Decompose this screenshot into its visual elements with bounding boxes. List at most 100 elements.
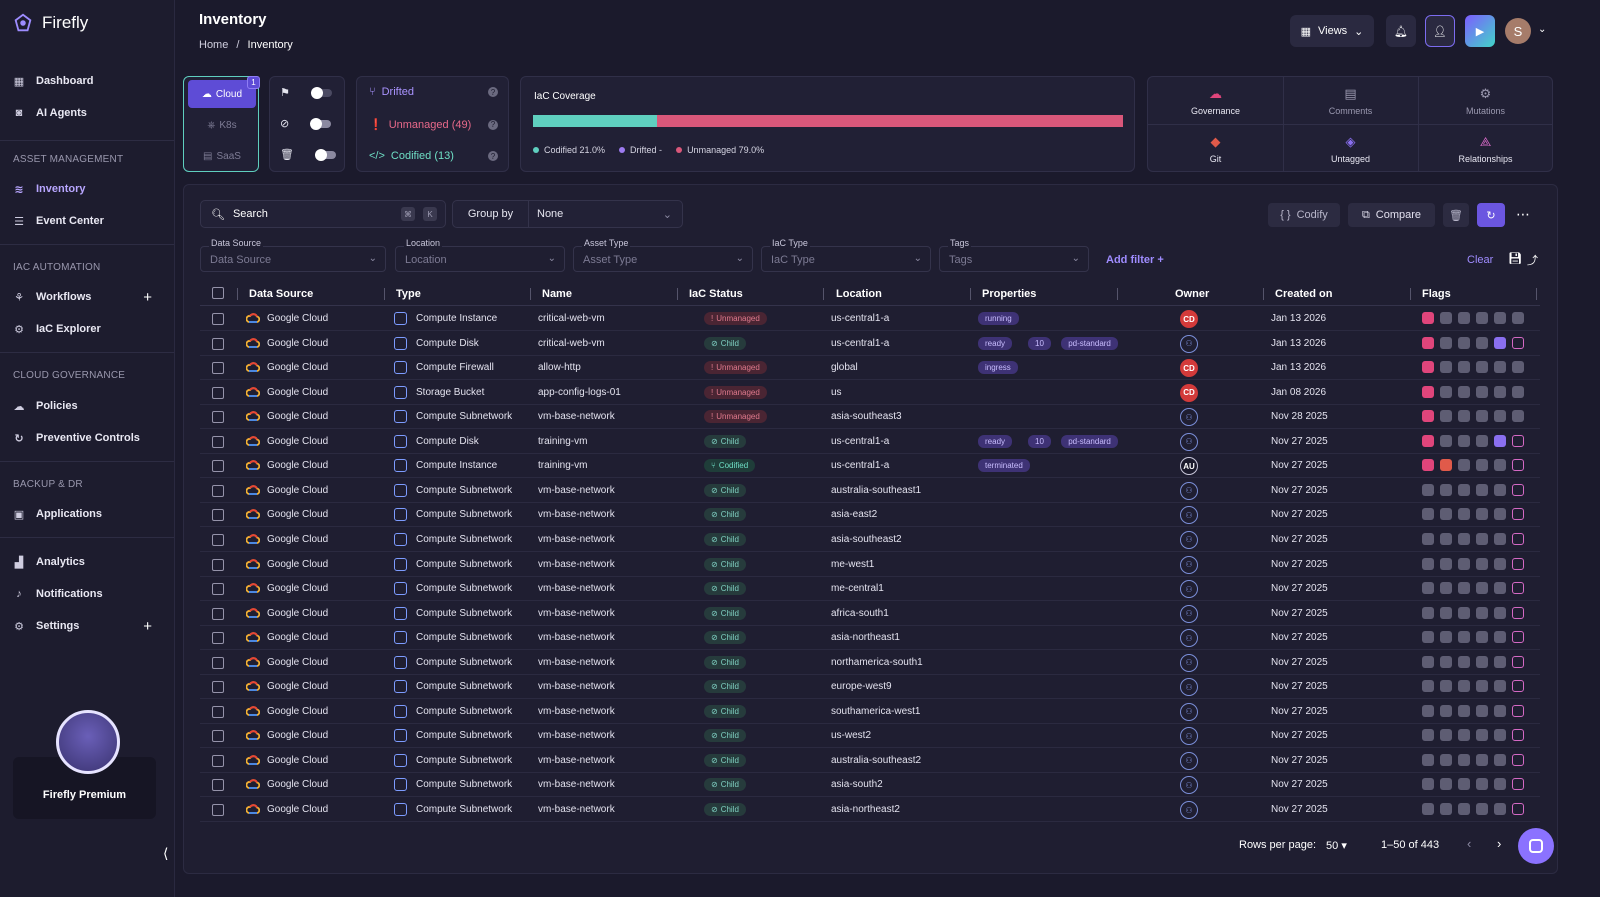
- name-cell[interactable]: allow-http: [538, 362, 581, 374]
- comment-flag-icon[interactable]: [1476, 680, 1488, 693]
- table-row[interactable]: Google Cloud Compute Subnetwork vm-base-ne…: [200, 602, 1540, 626]
- git-flag-icon[interactable]: [1440, 803, 1452, 815]
- comment-flag-icon[interactable]: [1476, 582, 1488, 595]
- ignore-toggle[interactable]: [310, 117, 332, 130]
- row-checkbox[interactable]: [212, 484, 224, 497]
- table-row[interactable]: Google Cloud Compute Instance training-vm ⑂…: [200, 454, 1540, 479]
- relationship-flag-icon[interactable]: [1512, 631, 1524, 644]
- name-cell[interactable]: training-vm: [538, 435, 588, 447]
- column-properties[interactable]: Properties: [982, 288, 1037, 300]
- governance-flag-icon[interactable]: [1422, 532, 1434, 545]
- mutations-action[interactable]: ⚙ Mutations: [1465, 86, 1506, 116]
- relationship-flag-icon[interactable]: [1512, 704, 1524, 717]
- sidebar-item-iac-explorer[interactable]: ⚙ IaC Explorer: [12, 316, 162, 342]
- link-flag-icon[interactable]: [1458, 312, 1470, 324]
- git-flag-icon[interactable]: [1440, 631, 1452, 644]
- share-icon[interactable]: ⤴: [1527, 255, 1538, 267]
- iac-status-badge[interactable]: ⊘ Child: [704, 655, 746, 669]
- git-flag-icon[interactable]: [1440, 336, 1452, 349]
- comment-flag-icon[interactable]: [1476, 753, 1488, 766]
- sidebar-item-policies[interactable]: ☁ Policies: [12, 393, 162, 419]
- column-created-on[interactable]: Created on: [1275, 288, 1333, 300]
- unmanaged-row[interactable]: ❗ Unmanaged (49)?: [369, 118, 498, 131]
- iac-status-badge[interactable]: ⊘ Child: [704, 508, 746, 522]
- cloud-toggle-button[interactable]: ☁ Cloud 1: [188, 76, 260, 108]
- tag-flag-icon[interactable]: [1494, 385, 1506, 398]
- owner-avatar[interactable]: CD: [1180, 383, 1198, 402]
- row-checkbox[interactable]: [212, 509, 224, 522]
- row-checkbox[interactable]: [212, 632, 224, 645]
- git-action[interactable]: ◆ Git: [1209, 134, 1222, 164]
- git-flag-icon[interactable]: [1440, 557, 1452, 570]
- governance-flag-icon[interactable]: [1422, 606, 1434, 619]
- refresh-button[interactable]: ↻: [1477, 203, 1505, 227]
- comment-flag-icon[interactable]: [1476, 606, 1488, 619]
- add-workflow-icon[interactable]: +: [143, 288, 152, 306]
- iac-status-badge[interactable]: ⊘ Child: [704, 532, 746, 546]
- filter-data-source[interactable]: Data Source Data Source ⌄: [200, 238, 386, 272]
- link-flag-icon[interactable]: [1458, 655, 1470, 668]
- git-flag-icon[interactable]: [1440, 729, 1452, 742]
- governance-flag-icon[interactable]: [1422, 459, 1434, 472]
- owner-avatar[interactable]: CD: [1180, 310, 1198, 328]
- help-icon[interactable]: ?: [488, 151, 498, 161]
- rows-per-page-select[interactable]: 50 ▾: [1326, 840, 1347, 852]
- table-row[interactable]: Google Cloud Compute Subnetwork vm-base-ne…: [200, 626, 1540, 651]
- notifications-button[interactable]: 🔔︎: [1386, 15, 1416, 47]
- settings-expand-icon[interactable]: +: [143, 617, 152, 635]
- table-row[interactable]: Google Cloud Storage Bucket app-config-log…: [200, 381, 1540, 405]
- comment-flag-icon[interactable]: [1476, 803, 1488, 815]
- link-flag-icon[interactable]: [1458, 704, 1470, 717]
- sidebar-item-applications[interactable]: ▣ Applications: [12, 501, 162, 527]
- git-flag-icon[interactable]: [1440, 459, 1452, 472]
- relationship-flag-icon[interactable]: [1512, 729, 1524, 742]
- user-icon[interactable]: ⚇: [1180, 530, 1198, 549]
- table-row[interactable]: Google Cloud Compute Subnetwork vm-base-ne…: [200, 798, 1540, 822]
- git-flag-icon[interactable]: [1440, 582, 1452, 595]
- name-cell[interactable]: vm-base-network: [538, 411, 615, 423]
- comment-flag-icon[interactable]: [1476, 704, 1488, 717]
- column-iac-status[interactable]: IaC Status: [689, 288, 743, 300]
- tag-flag-icon[interactable]: [1494, 483, 1506, 496]
- name-cell[interactable]: training-vm: [538, 460, 588, 472]
- compare-button[interactable]: ⧉ Compare: [1348, 203, 1435, 227]
- tag-flag-icon[interactable]: [1494, 803, 1506, 815]
- filter-tags[interactable]: Tags Tags ⌄: [939, 238, 1089, 272]
- table-row[interactable]: Google Cloud Compute Subnetwork vm-base-ne…: [200, 479, 1540, 503]
- comment-flag-icon[interactable]: [1476, 410, 1488, 423]
- play-button[interactable]: ▶: [1465, 15, 1495, 47]
- row-checkbox[interactable]: [212, 804, 224, 816]
- flag-toggle[interactable]: [310, 86, 332, 99]
- name-cell[interactable]: vm-base-network: [538, 509, 615, 521]
- governance-flag-icon[interactable]: [1422, 410, 1434, 423]
- table-row[interactable]: Google Cloud Compute Subnetwork vm-base-ne…: [200, 503, 1540, 528]
- clear-filters-button[interactable]: Clear: [1467, 254, 1494, 266]
- user-icon[interactable]: ⚇: [1180, 702, 1198, 721]
- governance-flag-icon[interactable]: [1422, 704, 1434, 717]
- git-flag-icon[interactable]: [1440, 434, 1452, 447]
- column-type[interactable]: Type: [396, 288, 421, 300]
- row-checkbox[interactable]: [212, 435, 224, 448]
- git-flag-icon[interactable]: [1440, 753, 1452, 766]
- iac-status-badge[interactable]: ⊘ Child: [704, 778, 746, 792]
- column-data-source[interactable]: Data Source: [249, 288, 314, 300]
- relationship-flag-icon[interactable]: [1512, 655, 1524, 668]
- tag-flag-icon[interactable]: [1494, 508, 1506, 521]
- relationship-flag-icon[interactable]: [1512, 385, 1524, 398]
- table-row[interactable]: Google Cloud Compute Subnetwork vm-base-ne…: [200, 528, 1540, 552]
- comment-flag-icon[interactable]: [1476, 631, 1488, 644]
- tag-flag-icon[interactable]: [1494, 704, 1506, 717]
- comment-flag-icon[interactable]: [1476, 434, 1488, 447]
- tag-flag-icon[interactable]: [1494, 680, 1506, 693]
- user-icon[interactable]: ⚇: [1180, 629, 1198, 648]
- git-flag-icon[interactable]: [1440, 532, 1452, 545]
- name-cell[interactable]: vm-base-network: [538, 656, 615, 668]
- user-icon[interactable]: ⚇: [1180, 555, 1198, 574]
- comment-flag-icon[interactable]: [1476, 655, 1488, 668]
- user-icon[interactable]: ⚇: [1180, 653, 1198, 672]
- row-checkbox[interactable]: [212, 607, 224, 620]
- relationship-flag-icon[interactable]: [1512, 803, 1524, 815]
- sidebar-item-ai-agents[interactable]: ◙ AI Agents: [12, 100, 162, 126]
- git-flag-icon[interactable]: [1440, 704, 1452, 717]
- add-filter-button[interactable]: Add filter +: [1106, 254, 1164, 266]
